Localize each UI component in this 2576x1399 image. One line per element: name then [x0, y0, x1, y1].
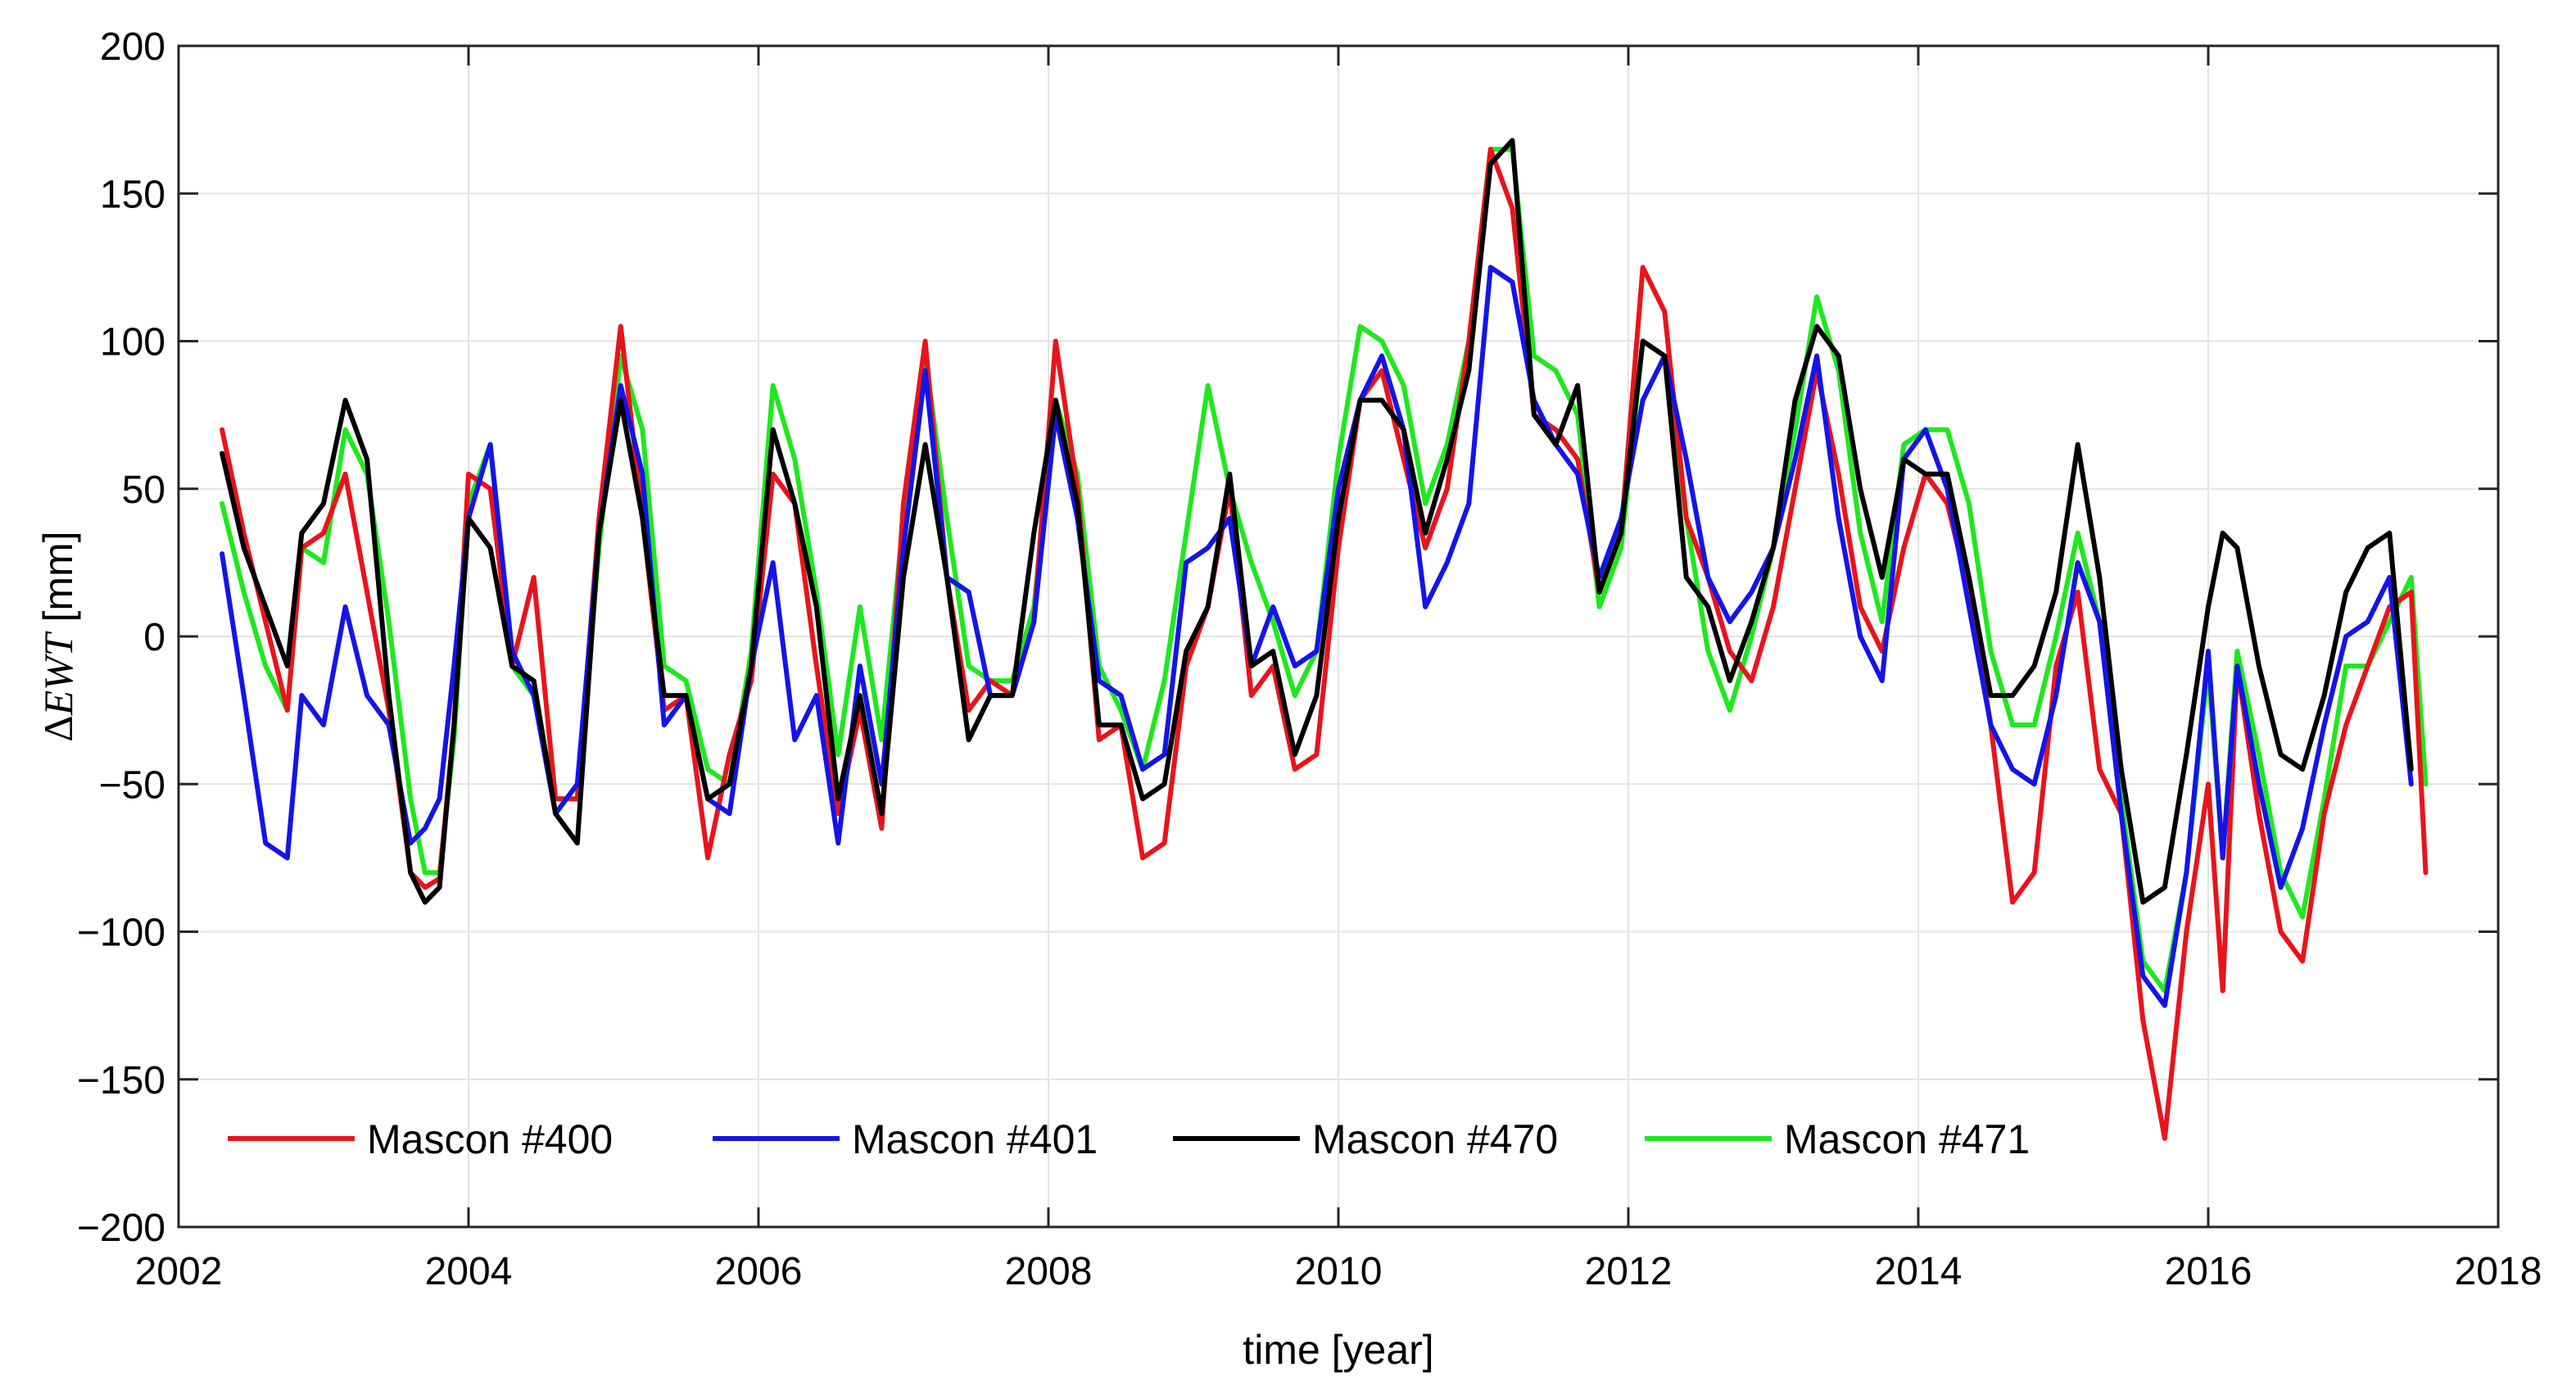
legend: Mascon #400 Mascon #401 Mascon #470 Mascon …: [228, 1116, 2030, 1162]
legend-label-471: Mascon #471: [1784, 1116, 2030, 1162]
ticks: [177, 44, 2500, 1229]
y-axis-title-var: EWT: [35, 631, 81, 716]
tick-labels: 2002 2004 2006 2008 2010 2012 2014 2016 2018 −200…: [77, 25, 2542, 1293]
x-tick-label: 2012: [1585, 1250, 1673, 1293]
y-axis-title-unit: [mm]: [35, 531, 81, 633]
legend-label-400: Mascon #400: [367, 1116, 613, 1162]
y-tick-label: −50: [99, 763, 165, 807]
y-axis-title: ΔEWT [mm]: [35, 531, 81, 741]
x-tick-label: 2002: [135, 1250, 223, 1293]
series-line-401: [220, 265, 2414, 1008]
y-tick-label: −150: [77, 1059, 165, 1102]
x-axis-title: time [year]: [1243, 1327, 1433, 1373]
y-tick-label: 0: [143, 616, 165, 659]
y-tick-label: 200: [100, 25, 165, 69]
y-tick-label: −100: [77, 912, 165, 955]
y-tick-label: 50: [122, 469, 165, 512]
x-tick-label: 2016: [2165, 1250, 2252, 1293]
x-tick-label: 2010: [1295, 1250, 1383, 1293]
series-line-470: [220, 138, 2414, 905]
legend-label-470: Mascon #470: [1312, 1116, 1558, 1162]
y-tick-label: 100: [100, 321, 165, 364]
series-layer: [220, 138, 2429, 1141]
legend-label-401: Mascon #401: [852, 1116, 1098, 1162]
x-tick-label: 2014: [1875, 1250, 1963, 1293]
y-tick-label: 150: [100, 173, 165, 216]
x-tick-label: 2008: [1005, 1250, 1093, 1293]
x-tick-label: 2006: [715, 1250, 803, 1293]
y-axis-title-delta: Δ: [35, 715, 81, 741]
x-tick-label: 2018: [2455, 1250, 2542, 1293]
x-tick-label: 2004: [425, 1250, 513, 1293]
y-tick-label: −200: [77, 1207, 165, 1250]
